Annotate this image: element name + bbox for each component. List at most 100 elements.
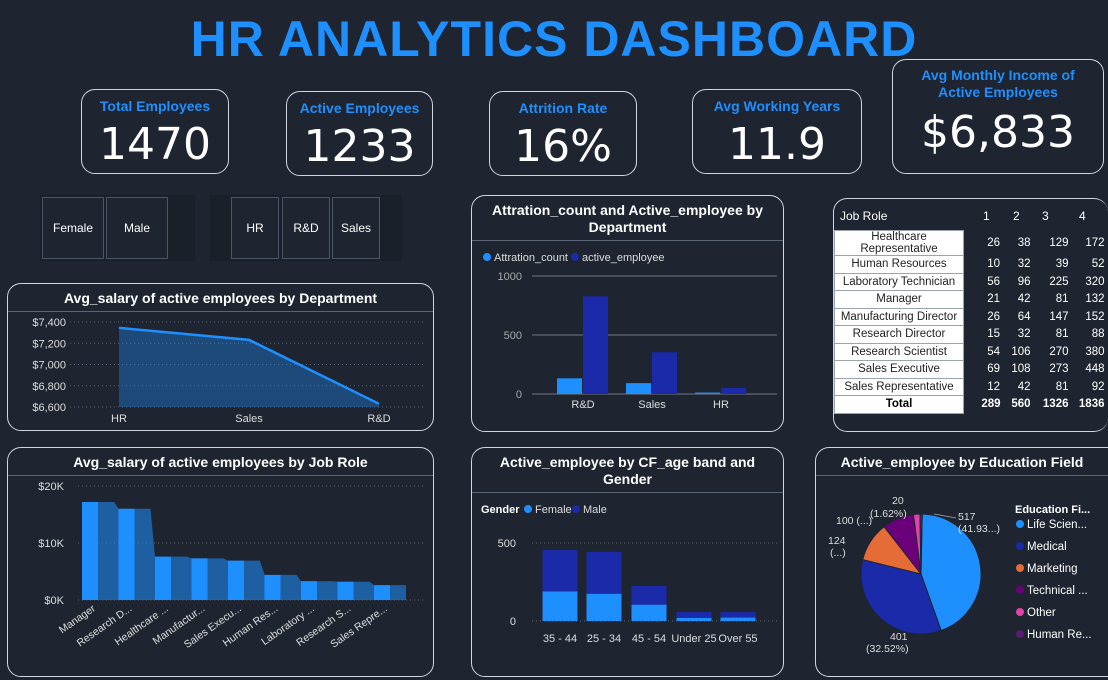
bar-female bbox=[720, 617, 756, 621]
age-band-gender-panel: Active_employee by CF_age band and Gende… bbox=[471, 447, 784, 677]
matrix-cell: 15 bbox=[987, 328, 1000, 341]
x-tick-label: R&D bbox=[571, 399, 594, 411]
panel-title: Avg_salary of active employees by Job Ro… bbox=[73, 454, 368, 470]
matrix-cell: 320 bbox=[1085, 275, 1105, 288]
bar-female bbox=[631, 604, 667, 621]
matrix-cell: 26 bbox=[987, 310, 1000, 323]
matrix-cell: 12 bbox=[987, 380, 1000, 393]
bar bbox=[721, 387, 746, 394]
panel-title: Attration_count and Active_employee by D… bbox=[492, 202, 763, 235]
matrix-cell: 152 bbox=[1085, 310, 1105, 323]
legend-item: Marketing bbox=[1027, 563, 1078, 575]
slicer-female-button[interactable]: Female bbox=[42, 197, 104, 259]
matrix-cell: 147 bbox=[1049, 310, 1069, 323]
legend-swatch bbox=[1016, 564, 1024, 572]
legend-swatch bbox=[524, 505, 532, 513]
matrix-cell: 52 bbox=[1091, 258, 1105, 271]
matrix-row: Research Director 15 32 81 88 bbox=[834, 325, 1108, 344]
kpi-label: Attrition Rate bbox=[518, 100, 608, 116]
matrix-cell: 172 bbox=[1085, 237, 1105, 249]
matrix-row-label: Human Resources bbox=[834, 255, 964, 274]
panel-title: Active_employee by Education Field bbox=[840, 454, 1084, 470]
matrix-row: Manufacturing Director 26 64 147 152 bbox=[834, 307, 1108, 326]
legend-swatch bbox=[572, 505, 580, 513]
slicer-sales-button[interactable]: Sales bbox=[332, 197, 380, 259]
matrix-cell: 38 bbox=[1017, 237, 1031, 249]
bar bbox=[626, 383, 651, 394]
salary-by-department-chart: $7,400 $7,200 $7,000 $6,800 $6,600 HR Sales R&D bbox=[32, 317, 426, 425]
pie-slice bbox=[919, 513, 923, 575]
bar bbox=[374, 585, 390, 600]
slicer-rd-button[interactable]: R&D bbox=[282, 197, 330, 259]
y-tick-label: 500 bbox=[498, 538, 516, 550]
kpi-label: Active Employees bbox=[299, 100, 420, 116]
kpi-active-employees: Active Employees 1233 bbox=[286, 91, 433, 176]
matrix-row-label: Sales Representative bbox=[834, 377, 964, 396]
bar-female bbox=[676, 617, 712, 621]
panel-title: Active_employee by CF_age band and Gende… bbox=[499, 454, 756, 487]
bar bbox=[264, 574, 281, 600]
legend-item: Technical ... bbox=[1027, 585, 1088, 597]
matrix-col-header: 3 bbox=[1042, 209, 1049, 223]
legend-swatch bbox=[1016, 608, 1024, 616]
matrix-table: Healthcare Representative 26 38 129 172 Human… bbox=[834, 230, 1108, 414]
bar bbox=[695, 392, 720, 394]
matrix-col-header: 2 bbox=[1013, 209, 1020, 223]
matrix-row-label: Laboratory Technician bbox=[834, 272, 964, 291]
attrition-by-department-chart: Attration_count active_employee 1000 500 0 R&… bbox=[483, 252, 777, 411]
y-tick-label: $0K bbox=[44, 595, 64, 607]
x-tick-label: HR bbox=[111, 413, 127, 425]
y-tick-label: $6,600 bbox=[32, 402, 66, 414]
slicer-hr-button[interactable]: HR bbox=[231, 197, 279, 259]
x-tick-label: 35 - 44 bbox=[543, 633, 577, 645]
legend-item: Human Re... bbox=[1027, 629, 1092, 641]
matrix-cell: 10 bbox=[987, 258, 1000, 271]
kpi-avg-working-years: Avg Working Years 11.9 bbox=[692, 89, 862, 174]
x-tick-label: Sales bbox=[638, 399, 666, 411]
pie-label: (...) bbox=[830, 547, 846, 559]
x-tick-label: Sales bbox=[235, 413, 263, 425]
department-slicer: HR R&D Sales bbox=[210, 195, 402, 261]
matrix-cell: 289 bbox=[981, 398, 1001, 411]
pie-label: 20 bbox=[892, 495, 904, 507]
matrix-cell: 270 bbox=[1049, 345, 1069, 358]
pie-slice bbox=[920, 513, 982, 632]
y-tick-label: 500 bbox=[504, 330, 522, 342]
panel-title: Avg_salary of active employees by Depart… bbox=[63, 290, 378, 306]
matrix-cell: 129 bbox=[1049, 237, 1069, 249]
slicer-male-button[interactable]: Male bbox=[106, 197, 168, 259]
bar bbox=[557, 378, 582, 394]
matrix-row: Sales Executive 69 108 273 448 bbox=[834, 360, 1108, 379]
legend-title: Education Fi... bbox=[1015, 504, 1090, 516]
matrix-cell: 96 bbox=[1017, 275, 1031, 288]
matrix-cell: 69 bbox=[987, 363, 1000, 376]
matrix-cell: 92 bbox=[1091, 380, 1105, 393]
pie-label: (32.52%) bbox=[866, 643, 909, 655]
matrix-row-label: Healthcare Representative bbox=[834, 230, 964, 256]
matrix-cell: 1836 bbox=[1078, 398, 1105, 411]
matrix-row-label: Total bbox=[834, 395, 964, 414]
pie-slice bbox=[860, 559, 942, 635]
bar-female bbox=[586, 593, 622, 621]
education-field-panel: Active_employee by Education Field 517 (4… bbox=[815, 447, 1108, 677]
matrix-row: Healthcare Representative 26 38 129 172 bbox=[834, 230, 1108, 256]
pie-label: 100 (...) bbox=[836, 515, 872, 527]
kpi-attrition-rate: Attrition Rate 16% bbox=[489, 91, 637, 176]
matrix-cell: 21 bbox=[987, 293, 1000, 306]
x-tick-label: 45 - 54 bbox=[632, 633, 666, 645]
job-role-matrix: Job Role 1 2 3 4 Healthcare Representati… bbox=[833, 198, 1108, 432]
kpi-label: Avg Working Years bbox=[713, 98, 841, 114]
matrix-row-label: Research Scientist bbox=[834, 342, 964, 361]
matrix-cell: 88 bbox=[1091, 328, 1105, 341]
y-tick-label: 1000 bbox=[498, 271, 522, 283]
matrix-row: Sales Representative 12 42 81 92 bbox=[834, 377, 1108, 396]
matrix-cell: 56 bbox=[987, 275, 1000, 288]
x-tick-label: 25 - 34 bbox=[587, 633, 621, 645]
matrix-row: Research Scientist 54 106 270 380 bbox=[834, 342, 1108, 361]
matrix-row: Human Resources 10 32 39 52 bbox=[834, 255, 1108, 274]
matrix-cell: 39 bbox=[1055, 258, 1069, 271]
kpi-value: 1233 bbox=[303, 121, 416, 172]
matrix-row-label: Research Director bbox=[834, 325, 964, 344]
kpi-value: 11.9 bbox=[728, 119, 826, 170]
y-tick-label: $6,800 bbox=[32, 381, 66, 393]
